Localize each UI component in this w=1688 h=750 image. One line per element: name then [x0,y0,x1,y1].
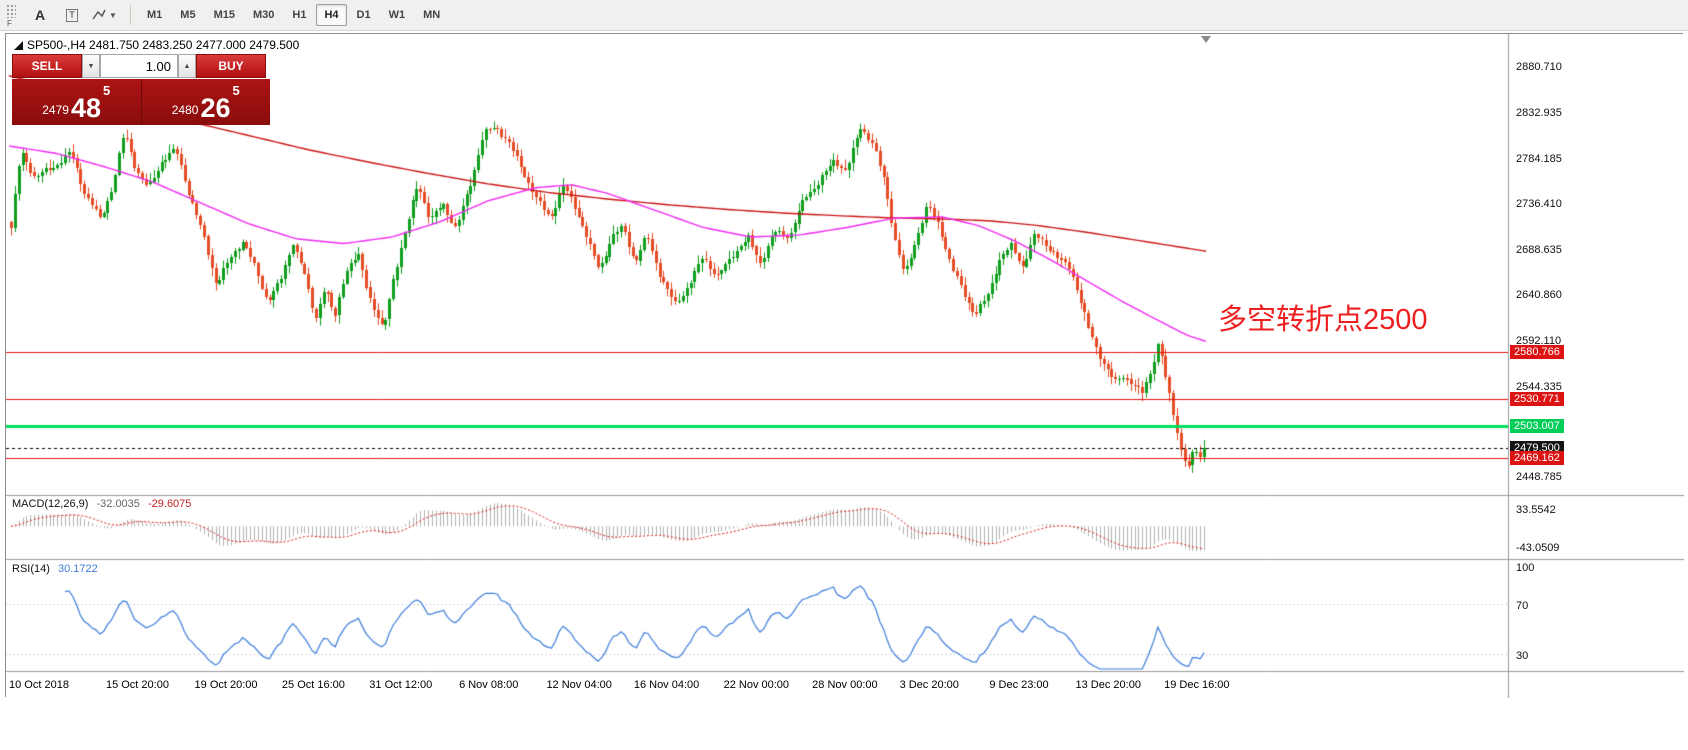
caret-down-icon: ▼ [109,10,117,20]
time-axis-label: 22 Nov 00:00 [723,679,790,691]
rsi-name: RSI(14) [12,563,50,575]
caret-down-icon: ▼ [87,62,95,70]
chart-shift-marker-icon[interactable] [1201,36,1211,43]
macd-name: MACD(12,26,9) [12,498,89,510]
price-axis-label: 2592.110 [1516,335,1562,348]
timeframe-m30-button[interactable]: M30 [252,9,275,21]
price-axis-label: 2544.335 [1516,380,1562,393]
buy-button[interactable]: BUY [196,54,266,78]
price-badge: 2503.007 [1510,418,1564,433]
symbol-ohlc-info: SP500-,H4 2481.750 2483.250 2477.000 247… [14,38,299,52]
rsi-scale-label: 100 [1516,562,1535,574]
time-axis[interactable]: 10 Oct 2018 15 Oct 20:00 19 Oct 20:00 25 Oc… [6,672,1508,698]
symbol-ohlc-text: SP500-,H4 2481.750 2483.250 2477.000 247… [27,38,300,52]
price-badge: 2530.771 [1510,392,1564,407]
timeframe-button-group: M1 M5 M15 M30 H1 H4 D1 W1 MN [139,4,448,26]
sell-button[interactable]: SELL [12,54,82,78]
price-axis-label: 2736.410 [1516,198,1562,211]
bid-price-button[interactable]: 2479 48 5 [12,79,141,125]
one-click-trading-panel: SELL ▼ ▲ BUY 2479 48 5 2480 26 5 [12,54,270,125]
price-axis-label: 2640.860 [1516,288,1562,301]
time-axis-label: 12 Nov 04:00 [546,679,612,691]
time-axis-label: 19 Dec 16:00 [1164,679,1230,691]
boxed-t-icon: T [66,8,78,22]
timeframe-w1-button[interactable]: W1 [388,9,406,21]
timeframe-m5-button[interactable]: M5 [180,9,196,21]
timeframe-m15-button[interactable]: M15 [213,9,235,21]
bid-price-whole: 2479 [42,103,69,117]
macd-main-value: -32.0035 [96,498,140,510]
time-axis-label: 6 Nov 08:00 [459,679,519,691]
volume-decrease-button[interactable]: ▼ [82,54,100,78]
caret-up-icon: ▲ [183,62,191,70]
time-axis-label: 10 Oct 2018 [9,679,69,691]
time-axis-label: 13 Dec 20:00 [1075,679,1141,691]
time-axis-label: 25 Oct 16:00 [281,679,345,691]
rsi-scale-label: 30 [1516,649,1529,662]
price-badge: 2580.766 [1510,344,1564,359]
volume-increase-button[interactable]: ▲ [178,54,196,78]
timeframe-h4-button[interactable]: H4 [316,4,347,26]
bid-price-point: 5 [103,83,111,98]
rsi-value: 30.1722 [57,563,98,575]
chart-window: SP500-,H4 2481.750 2483.250 2477.000 247… [5,33,1684,698]
price-axis-label: 2832.935 [1516,106,1562,119]
chart-annotation-text[interactable]: 多空转折点2500 [1218,304,1428,336]
toolbar-separator [130,5,131,25]
text-label-tool-button[interactable]: A [26,3,54,27]
price-axis[interactable]: 2880.710 2832.935 2784.185 2736.410 2688.635… [1509,34,1683,698]
time-axis-label: 19 Oct 20:00 [194,679,258,691]
bid-price-pips: 48 [70,93,101,124]
macd-indicator-label: MACD(12,26,9) -32.0035 -29.6075 [12,498,191,510]
price-axis-label: 2784.185 [1516,153,1562,166]
polyline-icon [92,9,106,20]
time-axis-label: 28 Nov 00:00 [812,679,878,691]
toolbar: F A T ▼ M1 M5 M15 M30 H1 H4 D1 W1 MN [0,0,1688,31]
price-axis-label: 2880.710 [1516,61,1562,74]
ask-price-whole: 2480 [171,103,199,117]
price-axis-label: 2448.785 [1516,471,1562,484]
time-axis-label: 31 Oct 12:00 [369,679,433,691]
ask-price-point: 5 [232,83,240,98]
time-axis-label: 9 Dec 23:00 [989,679,1049,691]
timeframe-mn-button[interactable]: MN [423,9,441,21]
time-axis-label: 3 Dec 20:00 [899,679,959,691]
letter-a-icon: A [34,7,46,23]
price-badge: 2469.162 [1510,450,1564,465]
rsi-scale-label: 70 [1516,599,1529,612]
timeframe-h1-button[interactable]: H1 [292,9,307,21]
macd-scale-top: 33.5542 [1516,504,1556,516]
price-chart-canvas[interactable] [6,34,1684,698]
price-axis-label: 2688.635 [1516,243,1562,256]
chart-symbol-marker-icon [14,40,23,50]
timeframe-d1-button[interactable]: D1 [356,9,371,21]
rsi-indicator-label: RSI(14) 30.1722 [12,563,98,575]
time-axis-label: 16 Nov 04:00 [633,679,700,691]
text-box-tool-button[interactable]: T [58,3,86,27]
time-axis-label: 15 Oct 20:00 [105,679,169,691]
ask-price-pips: 26 [200,93,231,124]
ask-price-button[interactable]: 2480 26 5 [140,79,270,125]
timeframe-m1-button[interactable]: M1 [147,9,163,21]
volume-input[interactable] [100,54,178,78]
toolbar-drag-handle[interactable]: F [4,2,20,28]
drag-dots-icon [6,4,16,18]
toolbar-handle-label: F [7,19,12,28]
macd-scale-bottom: -43.0509 [1516,542,1560,554]
macd-signal-value: -29.6075 [147,498,192,510]
draw-objects-dropdown-button[interactable]: ▼ [90,3,118,27]
